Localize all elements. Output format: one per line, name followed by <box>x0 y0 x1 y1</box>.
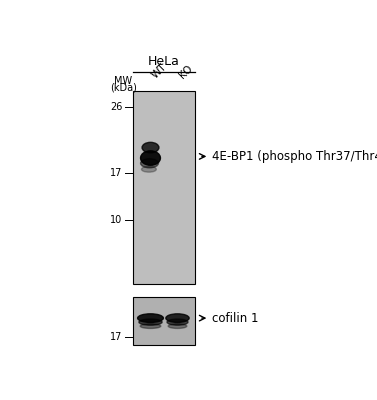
Ellipse shape <box>140 324 161 328</box>
Text: HeLa: HeLa <box>148 55 180 68</box>
Ellipse shape <box>141 159 158 168</box>
Ellipse shape <box>166 314 189 322</box>
Ellipse shape <box>139 319 162 325</box>
Text: KO: KO <box>178 63 195 80</box>
Text: MW: MW <box>114 76 132 86</box>
Ellipse shape <box>138 314 163 322</box>
Text: 10: 10 <box>110 216 122 226</box>
Text: 17: 17 <box>110 168 122 178</box>
Ellipse shape <box>167 319 188 325</box>
Ellipse shape <box>141 151 161 165</box>
Text: WT: WT <box>150 62 169 80</box>
Text: 17: 17 <box>110 332 122 342</box>
Text: (kDa): (kDa) <box>110 83 136 93</box>
Ellipse shape <box>142 142 159 153</box>
Bar <box>133 91 195 284</box>
Ellipse shape <box>141 166 156 172</box>
Text: cofilin 1: cofilin 1 <box>211 312 258 325</box>
Bar <box>133 298 195 345</box>
Ellipse shape <box>168 324 187 328</box>
Text: 4E-BP1 (phospho Thr37/Thr46): 4E-BP1 (phospho Thr37/Thr46) <box>211 150 377 163</box>
Text: 26: 26 <box>110 102 122 112</box>
